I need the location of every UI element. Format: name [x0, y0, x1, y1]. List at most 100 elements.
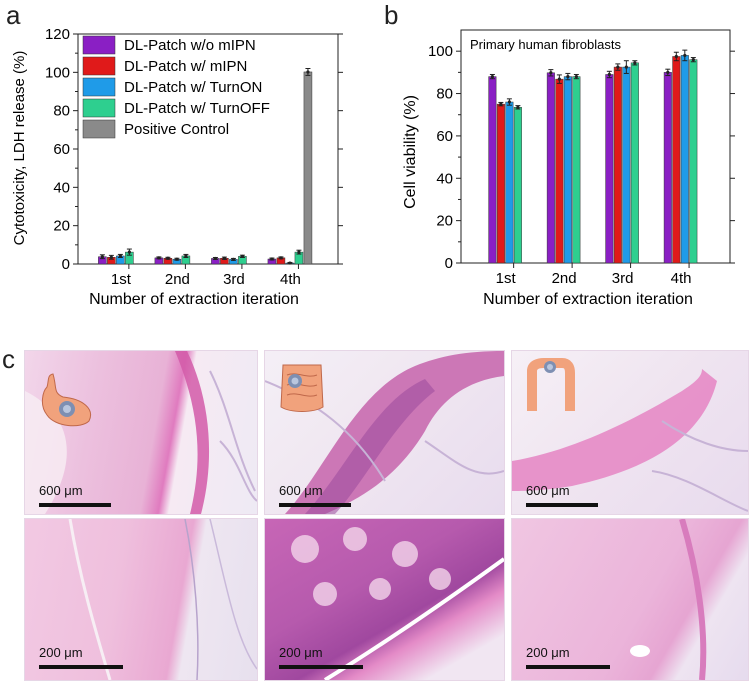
bar — [680, 55, 689, 264]
data-point — [557, 77, 561, 81]
data-point — [607, 72, 611, 77]
bar — [689, 59, 698, 264]
y-tick-label: 60 — [53, 141, 70, 158]
histology-small-intestine-high: 200 μm — [264, 518, 505, 681]
y-tick-label: 80 — [53, 103, 70, 120]
panel-letter-b: b — [384, 0, 399, 30]
y-tick-label: 0 — [445, 255, 453, 272]
stomach-icon — [33, 369, 103, 434]
scale-bar-5 — [279, 665, 363, 669]
data-point — [674, 54, 678, 59]
data-point — [213, 256, 218, 261]
scale-bar-4 — [39, 665, 123, 669]
scale-label-3: 600 μm — [526, 483, 570, 498]
histology-stomach-high: 200 μm — [24, 518, 258, 681]
x-tick-label: 3rd — [612, 270, 634, 287]
bar — [555, 78, 564, 264]
chart-a-bars — [98, 68, 313, 265]
chart-b-bars — [488, 49, 698, 264]
data-point — [683, 53, 687, 58]
data-point — [624, 65, 628, 69]
histology-stomach-low: 600 μm — [24, 350, 258, 515]
bar — [563, 76, 572, 264]
x-tick-label: 2nd — [165, 271, 190, 288]
y-tick-label: 40 — [53, 179, 70, 196]
y-tick-label: 120 — [45, 26, 70, 43]
bar — [505, 101, 514, 264]
legend-label: DL-Patch w/ TurnON — [124, 79, 262, 96]
chart-b-viability: 0 20 40 60 80 100 1st 2nd 3rd 4th Primary human f… — [402, 29, 735, 308]
bar — [488, 76, 497, 264]
panel-letter-a: a — [6, 0, 21, 30]
data-point — [109, 255, 113, 259]
x-tick-label: 1st — [111, 271, 132, 288]
scale-label-6: 200 μm — [526, 645, 570, 660]
legend-label: DL-Patch w/o mIPN — [124, 37, 256, 54]
bar — [496, 103, 505, 264]
data-point — [566, 75, 570, 79]
chart-a-ylabel: Cytotoxicity, LDH release (%) — [11, 51, 28, 246]
plot-frame — [460, 29, 731, 264]
chart-a-cytotoxicity: 0 20 40 60 80 100 120 1st 2nd 3rd 4th DL-Patch w/o… — [11, 26, 343, 308]
scale-label-4: 200 μm — [39, 645, 83, 660]
legend-swatch — [82, 56, 116, 76]
bar — [613, 66, 622, 264]
bar — [622, 66, 631, 264]
bar — [672, 56, 681, 264]
chart-a-legend: DL-Patch w/o mIPN DL-Patch w/ mIPN DL-Patc… — [82, 35, 270, 139]
data-point — [270, 257, 274, 261]
x-tick-label: 2nd — [552, 270, 577, 287]
y-tick-label: 100 — [428, 43, 453, 60]
scale-bar-3 — [526, 503, 598, 507]
data-point — [184, 254, 188, 258]
bar — [303, 71, 313, 265]
data-point — [127, 250, 131, 254]
data-point — [222, 256, 227, 260]
x-tick-label: 4th — [671, 270, 692, 287]
y-tick-label: 80 — [436, 86, 453, 103]
y-tick-label: 20 — [436, 213, 453, 230]
bar — [572, 76, 581, 264]
data-point — [507, 100, 511, 104]
chart-b-ylabel: Cell viability (%) — [402, 95, 419, 209]
data-point — [297, 250, 301, 254]
data-point — [240, 254, 245, 258]
x-tick-label: 4th — [280, 271, 301, 288]
data-point — [516, 105, 520, 109]
scale-bar-6 — [526, 665, 610, 669]
bar — [605, 74, 614, 264]
scale-bar-2 — [279, 503, 351, 507]
data-point — [288, 261, 292, 265]
data-point — [118, 254, 122, 258]
data-point — [175, 257, 179, 261]
y-tick-label: 100 — [45, 64, 70, 81]
legend-label: Positive Control — [124, 121, 229, 138]
chart-a-xlabel: Number of extraction iteration — [89, 291, 299, 308]
legend-swatch — [82, 98, 116, 118]
legend-label: DL-Patch w/ mIPN — [124, 58, 247, 75]
legend-swatch — [82, 35, 116, 55]
scale-label-1: 600 μm — [39, 483, 83, 498]
data-point — [691, 58, 695, 62]
histology-colon-low: 600 μm — [511, 350, 749, 515]
legend-swatch — [82, 77, 116, 97]
bar — [513, 107, 522, 264]
y-tick-label: 0 — [62, 256, 70, 273]
data-point — [574, 75, 578, 79]
data-point — [499, 102, 503, 106]
x-tick-label: 1st — [496, 270, 517, 287]
y-tick-label: 60 — [436, 128, 453, 145]
data-point — [157, 256, 161, 260]
scale-bar-1 — [39, 503, 111, 507]
colon-icon — [520, 357, 580, 424]
data-point — [666, 70, 670, 74]
data-point — [100, 255, 104, 259]
data-point — [633, 61, 637, 65]
data-point — [616, 65, 620, 69]
chart-a-axes: 0 20 40 60 80 100 120 1st 2nd 3rd 4th — [45, 26, 343, 288]
bar — [546, 72, 555, 264]
scale-label-5: 200 μm — [279, 645, 323, 660]
legend-label: DL-Patch w/ TurnOFF — [124, 100, 270, 117]
data-point — [490, 75, 494, 79]
small-intestine-icon — [273, 357, 331, 422]
